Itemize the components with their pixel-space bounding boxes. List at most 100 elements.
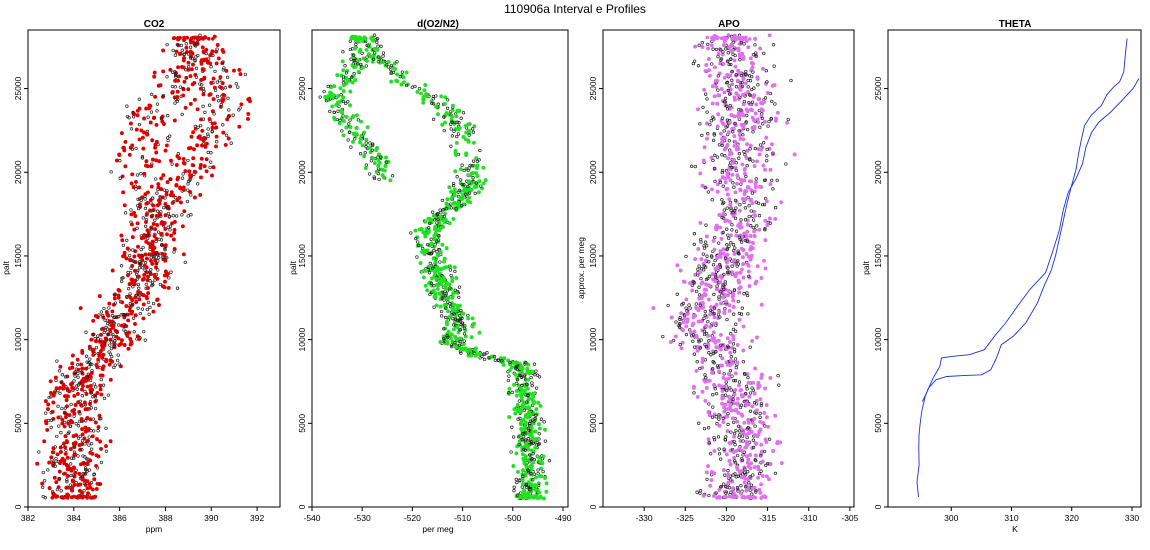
data-point [702,145,707,150]
data-point [364,163,369,167]
data-point [543,476,547,480]
data-point [754,54,758,59]
data-point [750,87,754,92]
data-point [384,160,389,164]
data-point [701,252,706,256]
data-point [344,115,349,119]
data-point [142,116,147,121]
data-point [727,236,731,240]
data-point [199,78,204,82]
data-point [733,246,737,250]
data-point [141,293,146,298]
data-point [142,263,147,268]
data-point [151,203,156,208]
data-point [104,338,109,342]
data-point [231,113,235,117]
data-point [752,118,756,123]
data-point [466,184,470,189]
data-point [758,125,762,129]
data-point [180,224,185,229]
data-point [715,182,720,187]
data-point [84,419,88,423]
data-point [736,259,740,263]
data-point [710,415,715,419]
data-point [520,481,525,486]
data-point [733,357,738,361]
data-point [163,202,168,206]
data-point [131,248,135,252]
data-point [61,444,65,448]
data-point [694,306,699,311]
data-point [155,102,160,106]
data-point [181,172,185,176]
data-point [700,267,704,271]
data-point [103,328,107,333]
data-point [114,158,119,163]
data-point [145,233,150,237]
data-point [142,329,146,334]
data-point [746,85,750,89]
data-point [81,454,85,458]
data-point [113,301,118,305]
data-point [440,277,445,282]
data-point [706,464,710,469]
data-point [155,109,159,113]
data-point [438,208,442,212]
data-point [140,154,145,159]
data-point [539,466,544,471]
data-point [714,345,719,350]
data-point [446,300,450,304]
data-point [725,317,729,322]
data-point [743,206,748,210]
data-point [199,123,203,128]
data-point [108,439,113,444]
data-point [55,452,60,457]
data-point [522,374,527,378]
data-point [700,133,704,138]
data-point [63,451,68,456]
data-point [150,157,155,162]
data-point [143,197,147,201]
data-point [77,419,82,424]
data-point [161,48,166,53]
data-point [755,224,759,228]
data-point [448,336,453,341]
data-point [341,119,346,124]
data-point [83,442,87,446]
data-point [537,490,542,495]
data-point [731,486,735,491]
data-point [346,138,350,142]
data-point [720,295,725,300]
data-point [112,292,117,297]
data-point [726,474,731,479]
data-point [195,143,200,148]
data-point [142,171,147,176]
data-point [704,277,709,282]
data-point [706,132,710,136]
data-point [737,208,742,213]
data-point [723,484,728,489]
data-point [181,252,186,257]
data-point [741,35,745,40]
data-point [458,189,463,194]
data-point [214,61,219,66]
data-point [450,295,455,300]
data-point [711,494,716,498]
data-point [72,482,77,487]
data-point [65,478,69,482]
data-point [730,70,734,74]
data-point [175,95,180,99]
data-point [771,187,775,191]
data-point [194,44,198,48]
data-point [720,389,725,393]
data-point [69,462,73,466]
data-point [716,316,721,320]
data-point [430,101,434,106]
data-point [466,122,471,127]
data-point [707,339,711,343]
data-point [524,470,529,475]
data-point [129,208,133,212]
data-point [515,407,520,412]
data-point [188,56,193,60]
